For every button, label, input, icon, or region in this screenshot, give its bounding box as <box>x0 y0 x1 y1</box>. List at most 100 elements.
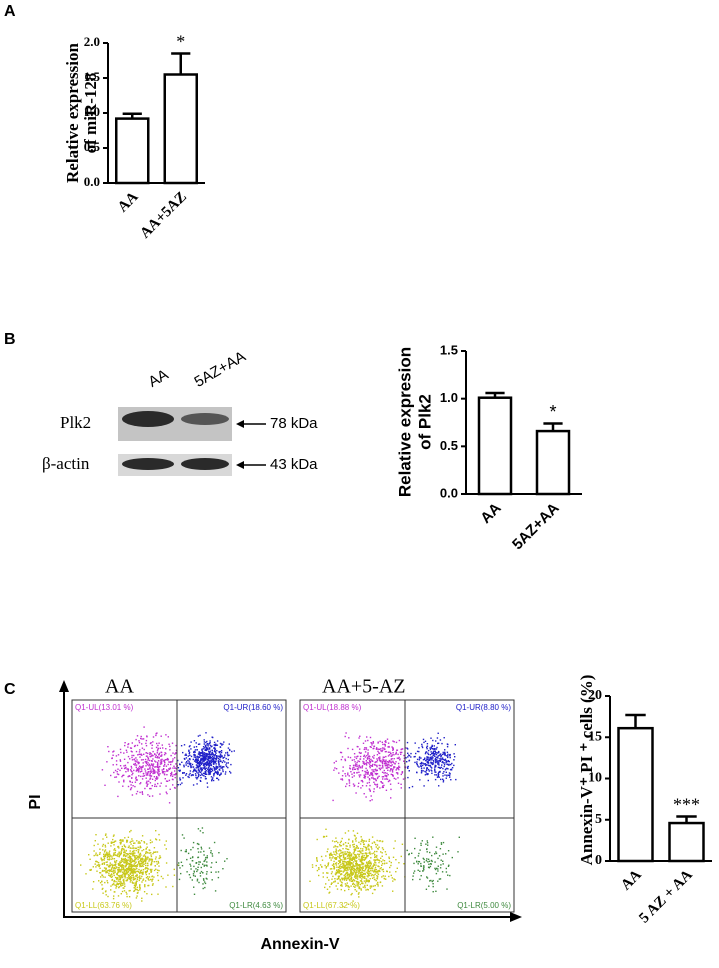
event-dot <box>390 797 391 798</box>
event-dot <box>359 774 360 775</box>
event-dot <box>382 772 383 773</box>
event-dot <box>376 765 377 766</box>
event-dot <box>200 830 201 831</box>
event-dot <box>369 782 370 783</box>
event-dot <box>114 867 115 868</box>
event-dot <box>107 857 108 858</box>
event-dot <box>359 865 360 866</box>
event-dot <box>349 775 350 776</box>
event-dot <box>133 882 134 883</box>
event-dot <box>206 865 207 866</box>
event-dot <box>145 765 146 766</box>
event-dot <box>146 755 147 756</box>
event-dot <box>350 771 351 772</box>
event-dot <box>323 872 324 873</box>
event-dot <box>447 754 448 755</box>
event-dot <box>428 754 429 755</box>
event-dot <box>376 851 377 852</box>
event-dot <box>214 749 215 750</box>
event-dot <box>431 751 432 752</box>
event-dot <box>139 751 140 752</box>
event-dot <box>351 862 352 863</box>
event-dot <box>357 874 358 875</box>
event-dot <box>138 762 139 763</box>
event-dot <box>98 864 99 865</box>
event-dot <box>198 776 199 777</box>
event-dot <box>431 753 432 754</box>
event-dot <box>152 879 153 880</box>
event-dot <box>335 846 336 847</box>
event-dot <box>149 754 150 755</box>
event-dot <box>199 766 200 767</box>
event-dot <box>123 780 124 781</box>
event-dot <box>119 861 120 862</box>
event-dot <box>180 873 181 874</box>
event-dot <box>338 772 339 773</box>
event-dot <box>396 742 397 743</box>
event-dot <box>155 865 156 866</box>
event-dot <box>442 861 443 862</box>
event-dot <box>438 774 439 775</box>
event-dot <box>191 756 192 757</box>
event-dot <box>435 851 436 852</box>
event-dot <box>215 890 216 891</box>
event-dot <box>419 871 420 872</box>
event-dot <box>146 848 147 849</box>
event-dot <box>376 758 377 759</box>
event-dot <box>365 763 366 764</box>
event-dot <box>428 759 429 760</box>
event-dot <box>121 869 122 870</box>
event-dot <box>147 772 148 773</box>
event-dot <box>119 876 120 877</box>
event-dot <box>347 849 348 850</box>
event-dot <box>123 880 124 881</box>
event-dot <box>344 877 345 878</box>
event-dot <box>364 755 365 756</box>
event-dot <box>145 759 146 760</box>
event-dot <box>104 859 105 860</box>
event-dot <box>197 869 198 870</box>
event-dot <box>223 760 224 761</box>
event-dot <box>205 749 206 750</box>
event-dot <box>113 834 114 835</box>
event-dot <box>317 839 318 840</box>
event-dot <box>119 863 120 864</box>
event-dot <box>121 862 122 863</box>
event-dot <box>122 859 123 860</box>
event-dot <box>151 876 152 877</box>
event-dot <box>406 761 407 762</box>
event-dot <box>376 883 377 884</box>
event-dot <box>354 866 355 867</box>
quadrant-label: Q1-LL(63.76 %) <box>75 901 132 910</box>
event-dot <box>345 775 346 776</box>
event-dot <box>354 880 355 881</box>
event-dot <box>392 752 393 753</box>
event-dot <box>217 745 218 746</box>
event-dot <box>231 751 232 752</box>
event-dot <box>360 867 361 868</box>
event-dot <box>390 761 391 762</box>
event-dot <box>359 886 360 887</box>
event-dot <box>133 764 134 765</box>
event-dot <box>234 750 235 751</box>
event-dot <box>367 754 368 755</box>
event-dot <box>122 846 123 847</box>
event-dot <box>429 861 430 862</box>
event-dot <box>370 853 371 854</box>
event-dot <box>202 759 203 760</box>
event-dot <box>215 871 216 872</box>
event-dot <box>372 893 373 894</box>
event-dot <box>115 881 116 882</box>
event-dot <box>344 854 345 855</box>
event-dot <box>150 854 151 855</box>
bar <box>670 823 704 861</box>
event-dot <box>425 741 426 742</box>
event-dot <box>136 868 137 869</box>
event-dot <box>195 876 196 877</box>
event-dot <box>344 890 345 891</box>
event-dot <box>122 839 123 840</box>
event-dot <box>340 853 341 854</box>
event-dot <box>419 756 420 757</box>
event-dot <box>359 752 360 753</box>
event-dot <box>131 770 132 771</box>
